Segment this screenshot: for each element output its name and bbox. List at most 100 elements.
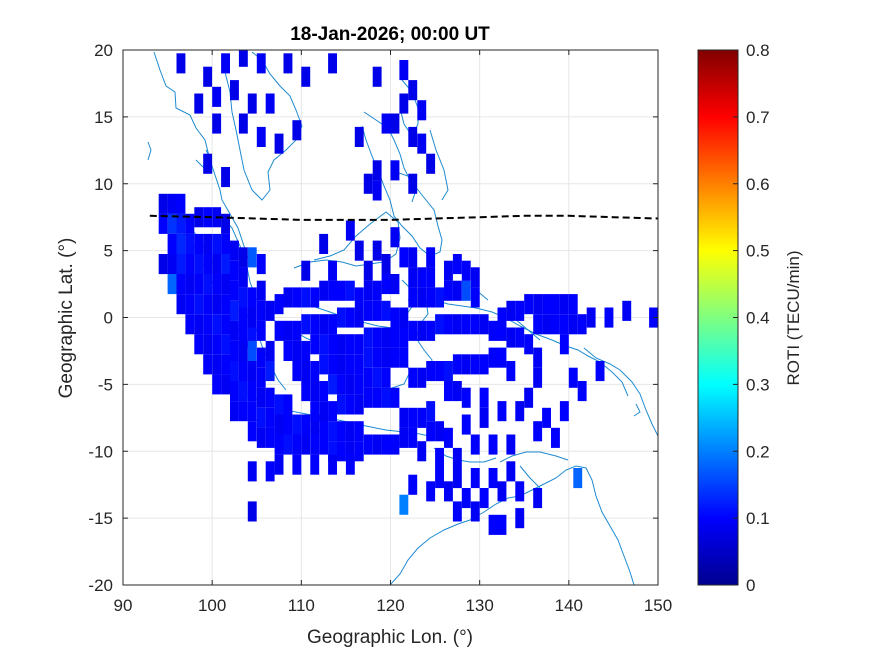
y-tick-label: 5 <box>104 242 113 261</box>
roti-cell <box>444 361 453 382</box>
roti-cell <box>381 387 391 408</box>
roti-cell <box>328 314 337 335</box>
roti-cell <box>345 421 355 442</box>
roti-cell <box>577 381 587 402</box>
roti-cell <box>435 468 444 489</box>
roti-cell <box>328 441 337 462</box>
roti-cell <box>176 53 186 74</box>
roti-cell <box>390 227 400 248</box>
roti-cell <box>399 60 409 81</box>
roti-cell <box>265 427 275 448</box>
roti-cell <box>470 501 480 522</box>
roti-cell <box>238 327 248 348</box>
roti-cell <box>497 401 507 422</box>
roti-cell <box>265 340 275 361</box>
roti-cell <box>399 327 409 348</box>
roti-cell <box>381 367 391 388</box>
roti-cell <box>444 280 453 301</box>
roti-cell <box>577 314 587 335</box>
roti-cell <box>390 434 400 455</box>
x-tick-label: 90 <box>114 596 133 615</box>
roti-cell <box>247 381 257 402</box>
roti-cell <box>256 387 266 408</box>
roti-cell <box>363 327 373 348</box>
roti-cell <box>381 254 391 275</box>
roti-cell <box>568 294 578 315</box>
roti-cell <box>354 334 364 355</box>
roti-cell <box>256 280 266 301</box>
roti-cell <box>408 247 418 268</box>
roti-cell <box>372 300 382 321</box>
roti-cell <box>274 320 284 341</box>
roti-cell <box>461 387 471 408</box>
roti-cell <box>203 354 213 375</box>
roti-cell <box>176 274 186 295</box>
roti-cell <box>256 367 266 388</box>
roti-cell <box>238 287 248 308</box>
roti-cell <box>221 354 230 375</box>
roti-cell <box>506 461 516 482</box>
roti-cell <box>488 320 498 341</box>
roti-cell <box>488 434 498 455</box>
roti-cell <box>524 334 534 355</box>
roti-cell <box>399 307 409 328</box>
roti-cell <box>408 80 418 101</box>
roti-cell <box>310 401 320 422</box>
roti-cell <box>230 381 239 402</box>
roti-cell <box>310 454 320 475</box>
roti-cell <box>292 434 302 455</box>
roti-cell <box>167 254 177 275</box>
roti-cell <box>328 53 337 74</box>
roti-cell <box>212 274 222 295</box>
roti-cell <box>444 427 453 448</box>
roti-cell <box>265 407 275 428</box>
roti-cell <box>167 233 177 254</box>
roti-cell <box>372 180 382 201</box>
roti-cell <box>247 340 257 361</box>
roti-cell <box>354 441 364 462</box>
roti-cell <box>595 361 605 382</box>
roti-cell <box>283 340 293 361</box>
roti-cell <box>559 334 569 355</box>
roti-cell <box>256 126 266 147</box>
roti-cell <box>488 514 498 535</box>
roti-cell <box>301 66 311 87</box>
roti-cell <box>515 327 525 348</box>
colorbar-tick-label: 0.2 <box>746 442 770 461</box>
roti-cell <box>506 300 516 321</box>
roti-cell <box>363 280 373 301</box>
roti-cell <box>337 394 346 415</box>
y-tick-label: -20 <box>88 576 113 595</box>
roti-cell <box>310 381 320 402</box>
roti-cell <box>399 407 409 428</box>
roti-cell <box>345 307 355 328</box>
roti-cell <box>301 414 311 435</box>
roti-cell <box>328 374 337 395</box>
roti-cell <box>479 488 489 509</box>
roti-cell <box>479 314 489 335</box>
roti-cell <box>212 113 222 134</box>
roti-cell <box>194 294 204 315</box>
roti-cell <box>310 334 320 355</box>
roti-cell <box>203 233 213 254</box>
roti-cell <box>310 287 320 308</box>
roti-cell <box>479 354 489 375</box>
colorbar-tick-label: 0.5 <box>746 242 770 261</box>
roti-cell <box>568 314 578 335</box>
roti-cell <box>408 427 418 448</box>
roti-cell <box>533 421 543 442</box>
roti-cell <box>497 481 507 502</box>
roti-cell <box>256 53 266 74</box>
colorbar-tick-label: 0.8 <box>746 41 770 60</box>
roti-cell <box>586 307 596 328</box>
roti-cell <box>345 334 355 355</box>
roti-cell <box>301 361 311 382</box>
roti-cell <box>221 53 230 74</box>
roti-cell <box>158 213 168 234</box>
roti-cell <box>622 300 632 321</box>
roti-cell <box>470 434 480 455</box>
roti-cell <box>497 307 507 328</box>
y-axis-label: Geographic Lat. (°) <box>56 238 77 399</box>
roti-cell <box>274 394 284 415</box>
